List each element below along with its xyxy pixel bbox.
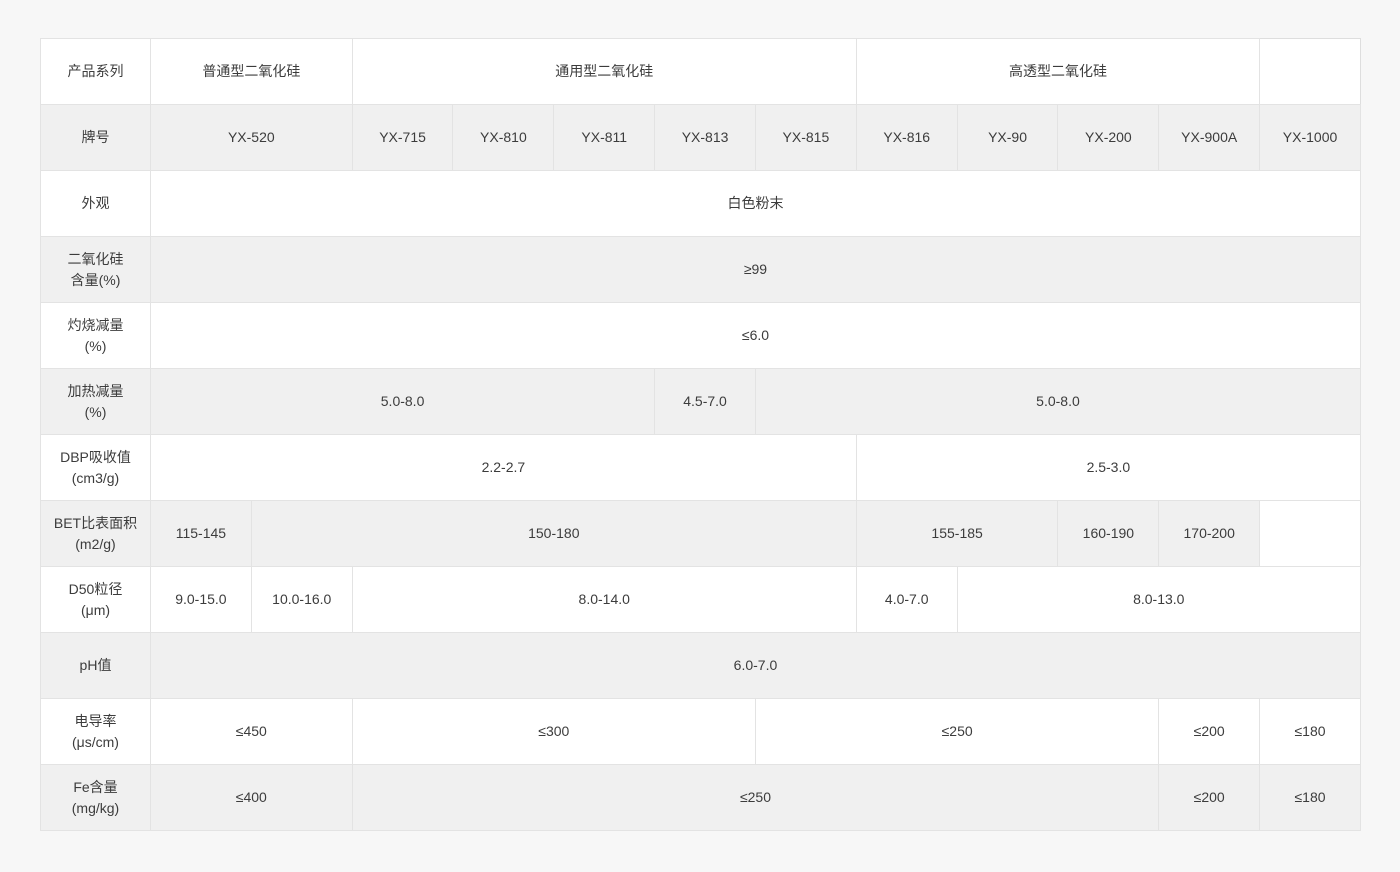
brand-cell: YX-813	[654, 104, 756, 171]
row-property-label: 电导率 (μs/cm)	[40, 698, 151, 765]
row-label-line2: (%)	[84, 403, 107, 420]
value-cell: ≤6.0	[150, 302, 1361, 369]
value-cell: 2.2-2.7	[150, 434, 857, 501]
brand-cell: YX-810	[452, 104, 555, 171]
row-label-line2: (μm)	[80, 601, 111, 618]
table-row: BET比表面积 (m2/g) 115-145 150-180 155-185 160-19…	[40, 500, 1361, 567]
value-cell: 155-185	[855, 500, 1059, 567]
value-cell: ≤180	[1259, 698, 1361, 765]
value-cell: ≤180	[1259, 764, 1361, 831]
row-label-line1: 外观	[81, 195, 110, 212]
value-cell: 115-145	[150, 500, 252, 567]
value-cell: 8.0-13.0	[956, 566, 1361, 633]
row-label-line2: (m2/g)	[75, 535, 116, 552]
brand-cell: YX-90	[956, 104, 1059, 171]
table-row: 灼烧减量 (%) ≤6.0	[40, 302, 1361, 369]
row-label-line1: Fe含量	[73, 779, 118, 796]
row-label-line1: BET比表面积	[53, 515, 138, 532]
table-row: 电导率 (μs/cm) ≤450 ≤300 ≤250 ≤200 ≤180	[40, 698, 1361, 765]
table-row: Fe含量 (mg/kg) ≤400 ≤250 ≤200 ≤180	[40, 764, 1361, 831]
value-cell: ≥99	[150, 236, 1361, 303]
row-label-line1: 二氧化硅	[67, 251, 124, 268]
value-cell: 4.5-7.0	[654, 368, 756, 435]
value-cell: 白色粉末	[150, 170, 1361, 237]
header-row-series: 产品系列 普通型二氧化硅 通用型二氧化硅 高透型二氧化硅	[40, 38, 1361, 105]
value-cell: 5.0-8.0	[754, 368, 1361, 435]
row-label-line1: 电导率	[74, 713, 117, 730]
row-property-label: 二氧化硅含量(%)	[40, 236, 151, 303]
header-series-label: 产品系列	[40, 38, 151, 105]
value-cell: ≤200	[1158, 764, 1261, 831]
value-cell: 4.0-7.0	[855, 566, 958, 633]
brand-cell: YX-200	[1057, 104, 1160, 171]
row-property-label: BET比表面积 (m2/g)	[40, 500, 151, 567]
value-cell: ≤250	[754, 698, 1160, 765]
row-label-line2: (mg/kg)	[71, 799, 120, 816]
header-row-brand: 牌号 YX-520 YX-715 YX-810 YX-811 YX-813 YX-815 YX…	[40, 104, 1361, 171]
brand-cell: YX-1000	[1259, 104, 1361, 171]
row-property-label: 灼烧减量 (%)	[40, 302, 151, 369]
value-cell: 160-190	[1057, 500, 1160, 567]
row-label-line2: (μs/cm)	[72, 733, 119, 750]
value-cell: ≤200	[1158, 698, 1261, 765]
value-cell: ≤300	[351, 698, 756, 765]
brand-cell: YX-520	[150, 104, 353, 171]
value-cell: 8.0-14.0	[351, 566, 857, 633]
row-label-line1: 加热减量	[67, 383, 124, 400]
value-cell: 10.0-16.0	[250, 566, 353, 633]
brand-cell: YX-900A	[1158, 104, 1261, 171]
row-property-label: 加热减量 (%)	[40, 368, 151, 435]
series-group-header: 普通型二氧化硅	[150, 38, 353, 105]
value-cell: ≤250	[351, 764, 1160, 831]
row-label-line2: 含量(%)	[70, 271, 121, 288]
value-cell: 9.0-15.0	[150, 566, 252, 633]
brand-cell: YX-815	[754, 104, 857, 171]
table-row: 外观 白色粉末	[40, 170, 1361, 237]
row-label-line1: D50粒径	[68, 581, 123, 598]
specification-table-container: 产品系列 普通型二氧化硅 通用型二氧化硅 高透型二氧化硅 牌号 YX-520 YX-715 Y…	[40, 38, 1361, 831]
row-label-line1: 灼烧减量	[67, 317, 124, 334]
product-specification-table: 产品系列 普通型二氧化硅 通用型二氧化硅 高透型二氧化硅 牌号 YX-520 YX-715 Y…	[40, 38, 1361, 831]
table-row: D50粒径 (μm) 9.0-15.0 10.0-16.0 8.0-14.0 4.0-7.…	[40, 566, 1361, 633]
row-label-line2: (cm3/g)	[71, 469, 120, 486]
row-property-label: Fe含量 (mg/kg)	[40, 764, 151, 831]
table-row: DBP吸收值 (cm3/g) 2.2-2.7 2.5-3.0	[40, 434, 1361, 501]
value-cell: ≤400	[150, 764, 353, 831]
series-group-header: 高透型二氧化硅	[855, 38, 1261, 105]
table-row: 加热减量 (%) 5.0-8.0 4.5-7.0 5.0-8.0	[40, 368, 1361, 435]
value-cell: 5.0-8.0	[149, 368, 656, 435]
row-label-line1: DBP吸收值	[60, 449, 131, 466]
brand-cell: YX-811	[553, 104, 656, 171]
series-group-header: 通用型二氧化硅	[351, 38, 857, 105]
row-label-line2: (%)	[84, 337, 107, 354]
value-cell: ≤450	[150, 698, 353, 765]
value-cell: 150-180	[250, 500, 857, 567]
value-cell: 170-200	[1158, 500, 1261, 567]
brand-cell: YX-816	[855, 104, 958, 171]
table-row: pH值 6.0-7.0	[40, 632, 1361, 699]
table-row: 二氧化硅 含量(%) ≥99	[40, 236, 1361, 303]
header-brand-label: 牌号	[40, 104, 151, 171]
value-cell: 6.0-7.0	[150, 632, 1361, 699]
row-label-line1: pH值	[79, 657, 112, 674]
row-property-label: DBP吸收值 (cm3/g)	[40, 434, 151, 501]
row-property-label: 外观	[40, 170, 151, 237]
row-property-label: D50粒径 (μm)	[40, 566, 151, 633]
row-property-label: pH值	[40, 632, 151, 699]
value-cell: 2.5-3.0	[855, 434, 1361, 501]
brand-cell: YX-715	[351, 104, 454, 171]
